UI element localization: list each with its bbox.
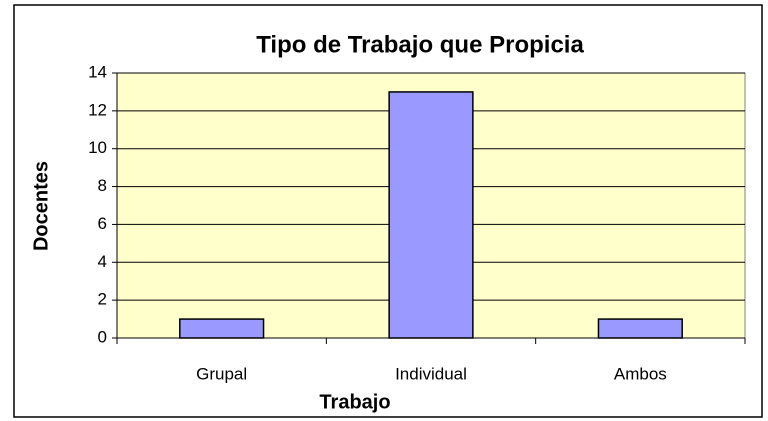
bar xyxy=(388,91,474,339)
y-tick-label: 0 xyxy=(98,327,107,346)
x-tick-label: Ambos xyxy=(614,364,667,383)
y-tick-label: 6 xyxy=(98,214,107,233)
x-tick-label: Grupal xyxy=(196,364,247,383)
y-tick-label: 2 xyxy=(98,290,107,309)
y-tick-label: 12 xyxy=(88,100,107,119)
x-axis-label: Trabajo xyxy=(319,391,390,413)
y-tick-label: 14 xyxy=(88,62,107,81)
y-tick-label: 10 xyxy=(88,138,107,157)
bar xyxy=(597,318,683,339)
y-tick-label: 4 xyxy=(98,252,107,271)
y-axis-label: Docentes xyxy=(30,161,52,251)
bar xyxy=(179,318,265,339)
chart-title: Tipo de Trabajo que Propicia xyxy=(256,31,584,58)
y-tick-label: 8 xyxy=(98,176,107,195)
x-tick-label: Individual xyxy=(395,364,467,383)
